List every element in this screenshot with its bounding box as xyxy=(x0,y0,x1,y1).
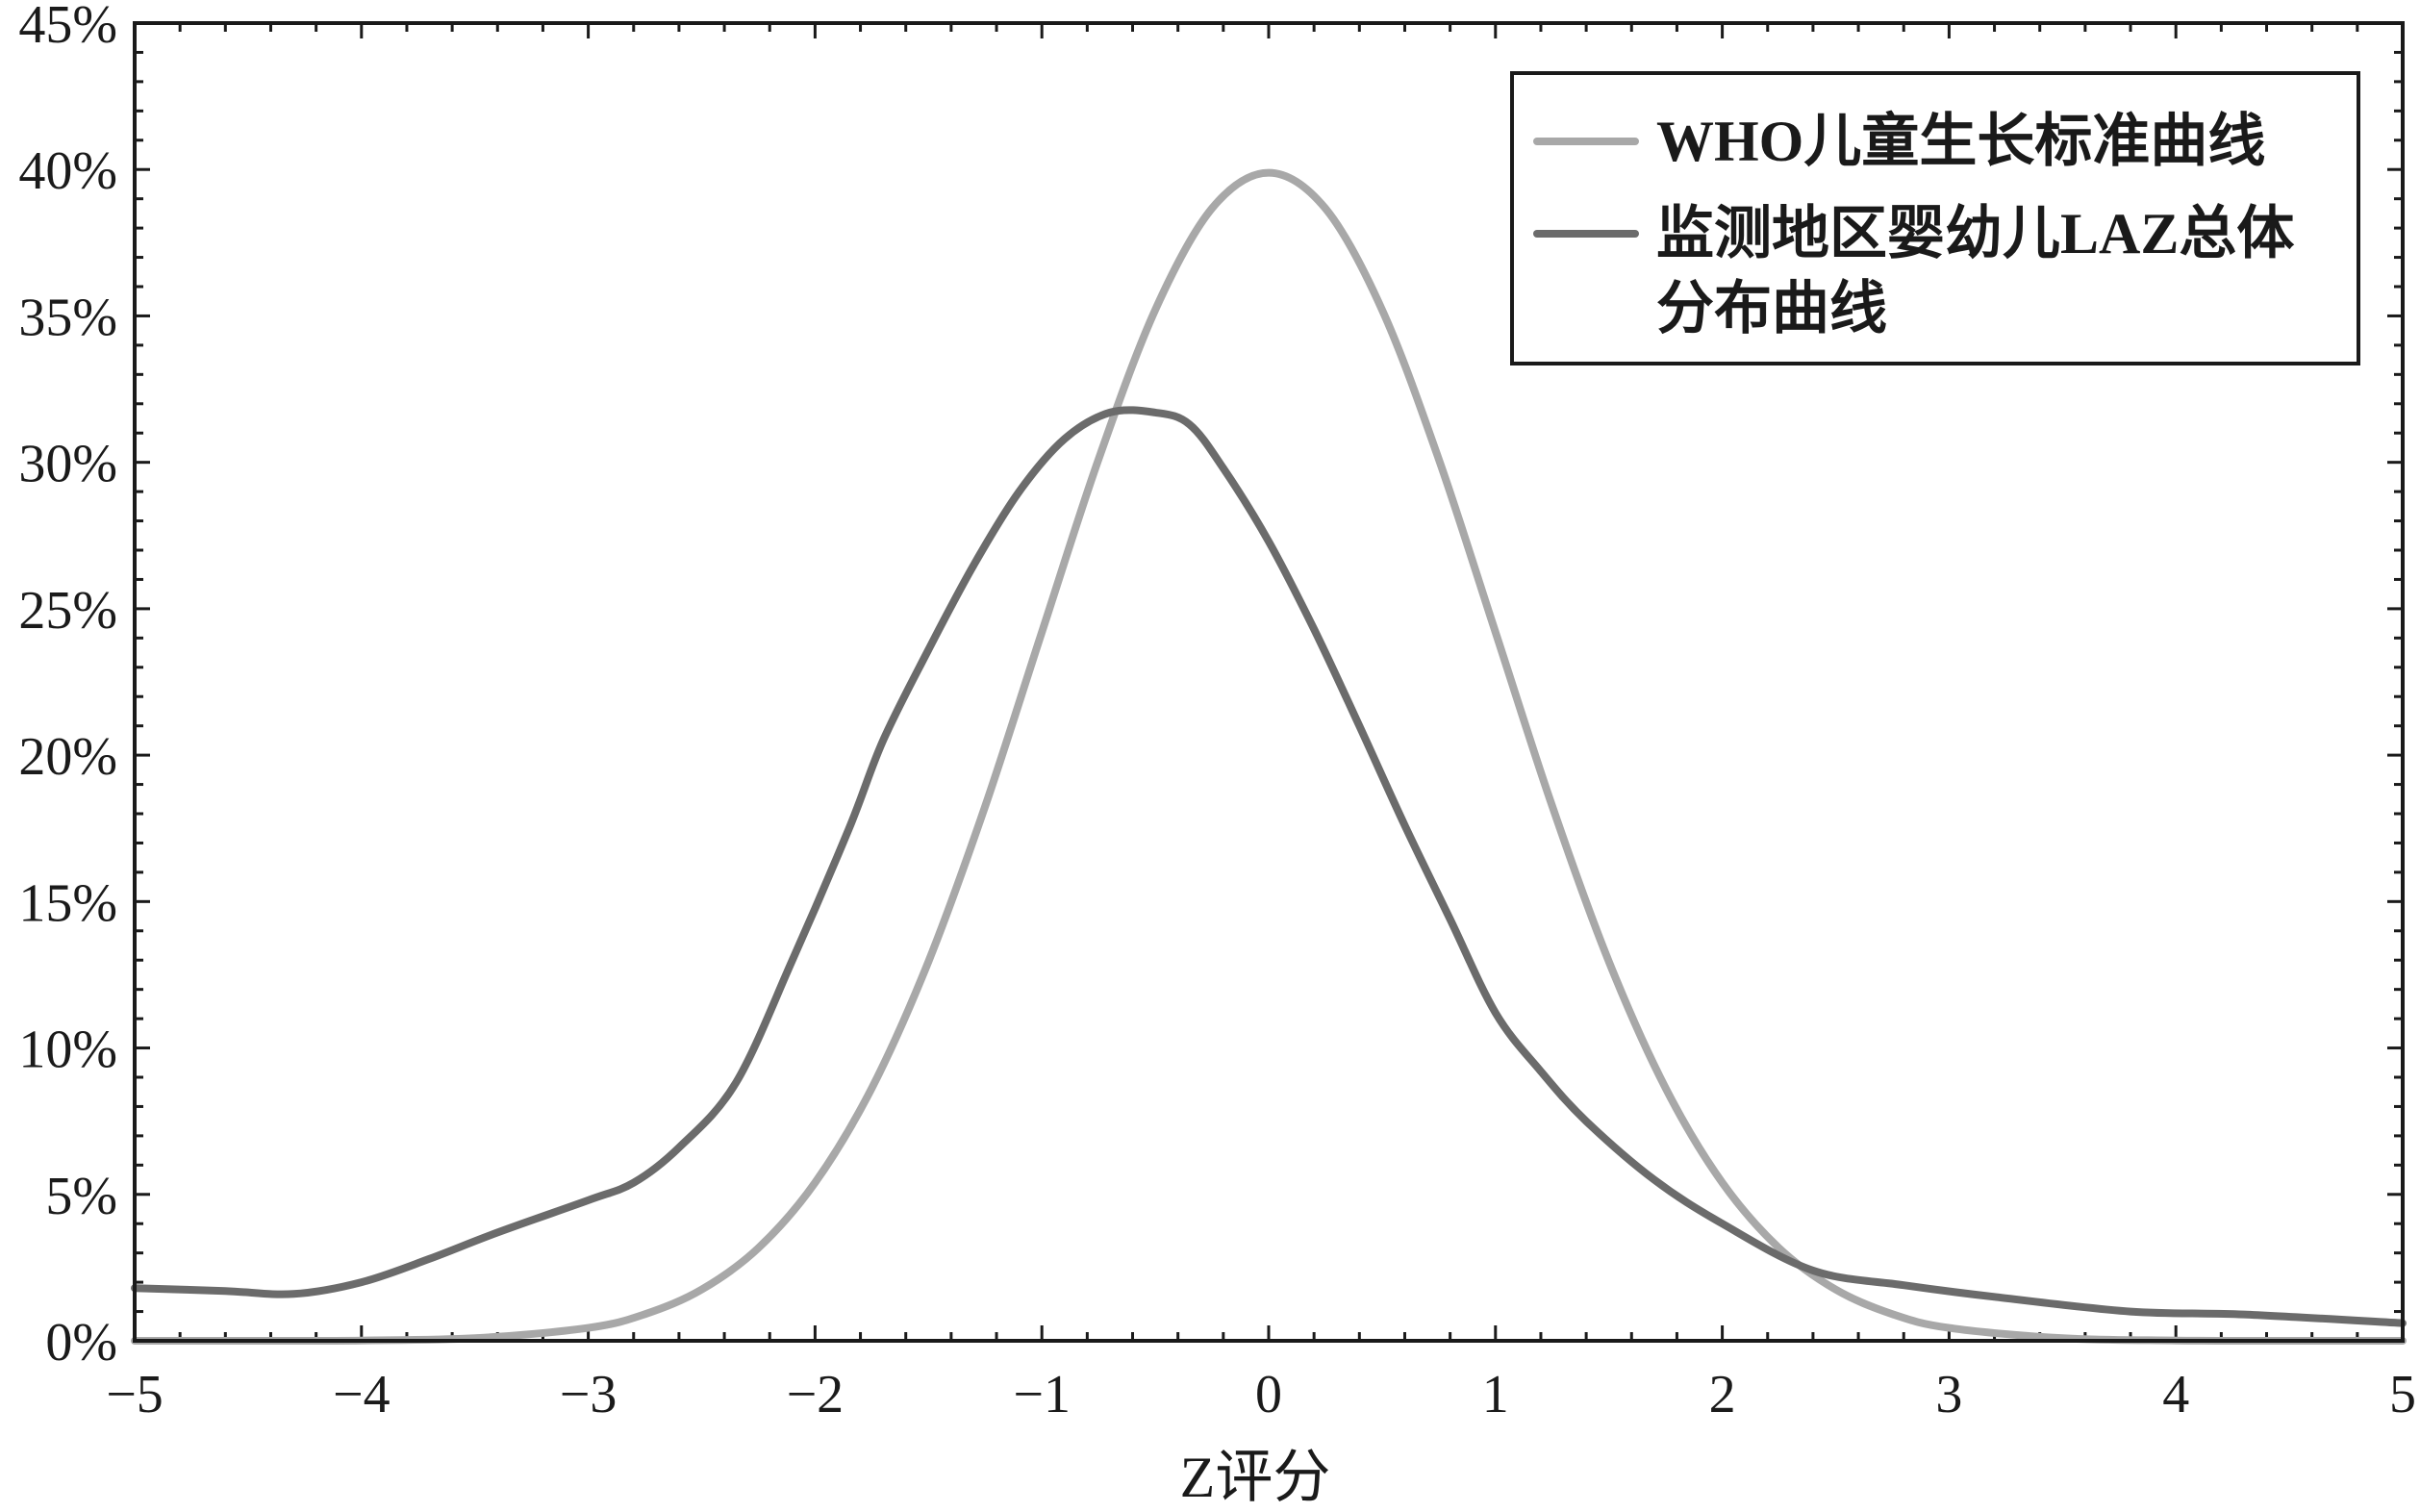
x-axis-title: Z评分 xyxy=(1180,1446,1331,1509)
x-tick-label: 2 xyxy=(1709,1365,1736,1424)
legend-box xyxy=(1510,71,2360,365)
y-tick-label: 15% xyxy=(18,873,117,933)
x-tick-label: −2 xyxy=(787,1365,844,1424)
y-tick-label: 0% xyxy=(45,1313,117,1373)
y-tick-label: 10% xyxy=(18,1021,117,1080)
y-tick-label: 20% xyxy=(18,727,117,787)
x-tick-label: −3 xyxy=(560,1365,618,1424)
legend-label-who: WHO儿童生长标准曲线 xyxy=(1656,110,2265,173)
x-tick-label: 3 xyxy=(1935,1365,1962,1424)
y-tick-label: 25% xyxy=(18,581,117,641)
x-tick-label: 1 xyxy=(1482,1365,1509,1424)
x-tick-label: −1 xyxy=(1013,1365,1071,1424)
x-tick-label: −5 xyxy=(106,1365,164,1424)
legend-label-laz: 监测地区婴幼儿LAZ总体分布曲线 xyxy=(1656,202,2294,340)
series-line-laz xyxy=(131,406,2407,1327)
legend: WHO儿童生长标准曲线 监测地区婴幼儿LAZ总体分布曲线 xyxy=(1510,71,2360,365)
y-tick-label: 30% xyxy=(18,435,117,494)
plot-frame xyxy=(133,21,2405,1343)
x-tick-label: 5 xyxy=(2389,1365,2416,1424)
series-line-who xyxy=(131,168,2407,1346)
x-tick-label: −4 xyxy=(333,1365,391,1424)
x-tick-label: 0 xyxy=(1255,1365,1282,1424)
x-tick-label: 4 xyxy=(2162,1365,2189,1424)
y-tick-label: 40% xyxy=(18,141,117,201)
series-lines xyxy=(131,168,2407,1346)
y-tick-labels: 0% 5% 10% 15% 20% 25% 30% 35% 40% 45% xyxy=(18,0,117,1373)
x-tick-labels: −5 −4 −3 −2 −1 0 1 2 3 4 5 xyxy=(106,1365,2416,1424)
y-tick-label: 45% xyxy=(18,0,117,55)
y-tick-label: 35% xyxy=(18,288,117,347)
y-tick-label: 5% xyxy=(45,1167,117,1226)
